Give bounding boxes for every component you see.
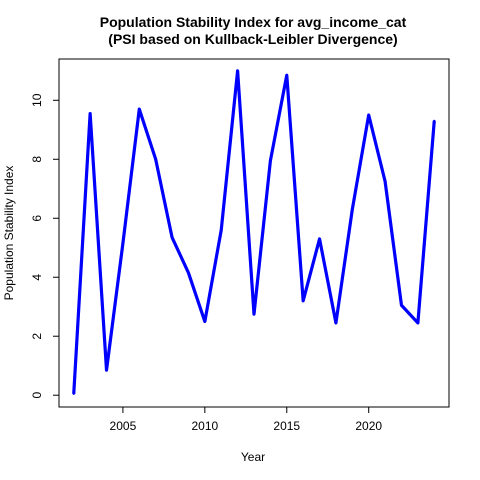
data-point [252, 312, 256, 316]
y-tick-label: 4 [30, 274, 44, 281]
series-line-0 [72, 69, 436, 394]
x-tick-label: 2020 [355, 419, 382, 433]
x-tick-label: 2010 [191, 419, 218, 433]
y-tick-label: 6 [30, 215, 44, 222]
data-point [301, 299, 305, 303]
data-point [269, 159, 272, 162]
data-point [187, 271, 190, 275]
data-point [433, 119, 436, 123]
data-point [121, 242, 125, 245]
data-point [367, 113, 370, 117]
data-point [138, 107, 141, 111]
y-tick-label: 8 [30, 156, 44, 163]
data-point [416, 321, 420, 325]
data-point [400, 304, 403, 307]
data-point [351, 208, 354, 211]
data-point [72, 392, 75, 395]
y-axis: 0 2 4 6 8 10 [30, 93, 60, 399]
data-point [203, 320, 207, 323]
data-point [318, 237, 321, 241]
data-point [236, 69, 239, 72]
y-tick-label: 0 [30, 392, 44, 399]
data-point [154, 158, 157, 161]
y-axis-label: Population Stability Index [2, 166, 16, 301]
chart-subtitle: (PSI based on Kullback-Leibler Divergenc… [108, 31, 397, 47]
x-axis: 2005 2010 2015 2020 [110, 406, 382, 433]
chart-title: Population Stability Index for avg_incom… [100, 14, 407, 30]
data-point [383, 180, 387, 183]
x-axis-label: Year [241, 450, 265, 464]
data-point [285, 74, 288, 77]
data-point [88, 112, 92, 115]
data-point [220, 228, 223, 232]
data-point [334, 321, 338, 325]
series-layer [72, 69, 436, 395]
y-tick-label: 10 [30, 93, 44, 107]
x-tick-label: 2005 [110, 419, 137, 433]
x-tick-label: 2015 [273, 419, 300, 433]
data-point [170, 236, 174, 239]
data-point [105, 368, 108, 372]
y-tick-label: 2 [30, 333, 44, 340]
